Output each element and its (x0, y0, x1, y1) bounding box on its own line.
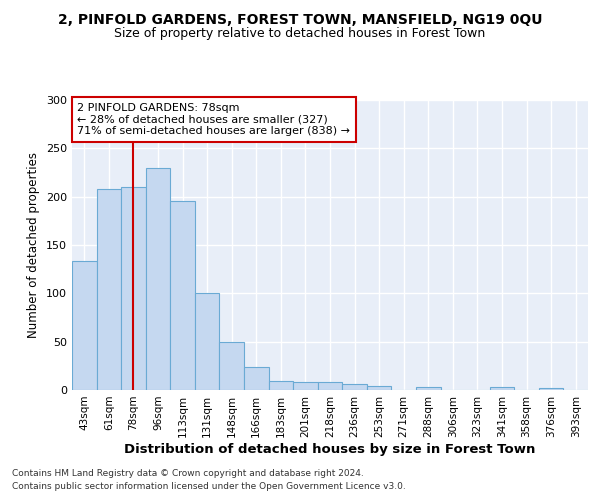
Bar (367, 386, 391, 390)
Text: Distribution of detached houses by size in Forest Town: Distribution of detached houses by size … (124, 442, 536, 456)
Bar (244, 367, 269, 390)
Text: 2, PINFOLD GARDENS, FOREST TOWN, MANSFIELD, NG19 0QU: 2, PINFOLD GARDENS, FOREST TOWN, MANSFIE… (58, 12, 542, 26)
Text: Size of property relative to detached houses in Forest Town: Size of property relative to detached ho… (115, 28, 485, 40)
Bar (318, 382, 342, 390)
Bar (269, 382, 293, 390)
Text: Contains public sector information licensed under the Open Government Licence v3: Contains public sector information licen… (12, 482, 406, 491)
Bar (195, 294, 220, 390)
Y-axis label: Number of detached properties: Number of detached properties (28, 152, 40, 338)
Bar (416, 387, 440, 390)
Bar (72, 262, 97, 390)
Bar (342, 384, 367, 390)
Text: 2 PINFOLD GARDENS: 78sqm
← 28% of detached houses are smaller (327)
71% of semi-: 2 PINFOLD GARDENS: 78sqm ← 28% of detach… (77, 103, 350, 136)
Bar (97, 189, 121, 390)
Bar (539, 388, 563, 390)
Text: Contains HM Land Registry data © Crown copyright and database right 2024.: Contains HM Land Registry data © Crown c… (12, 468, 364, 477)
Bar (293, 382, 318, 390)
Bar (170, 200, 195, 390)
Bar (146, 168, 170, 390)
Bar (220, 342, 244, 390)
Bar (490, 387, 514, 390)
Bar (121, 187, 146, 390)
